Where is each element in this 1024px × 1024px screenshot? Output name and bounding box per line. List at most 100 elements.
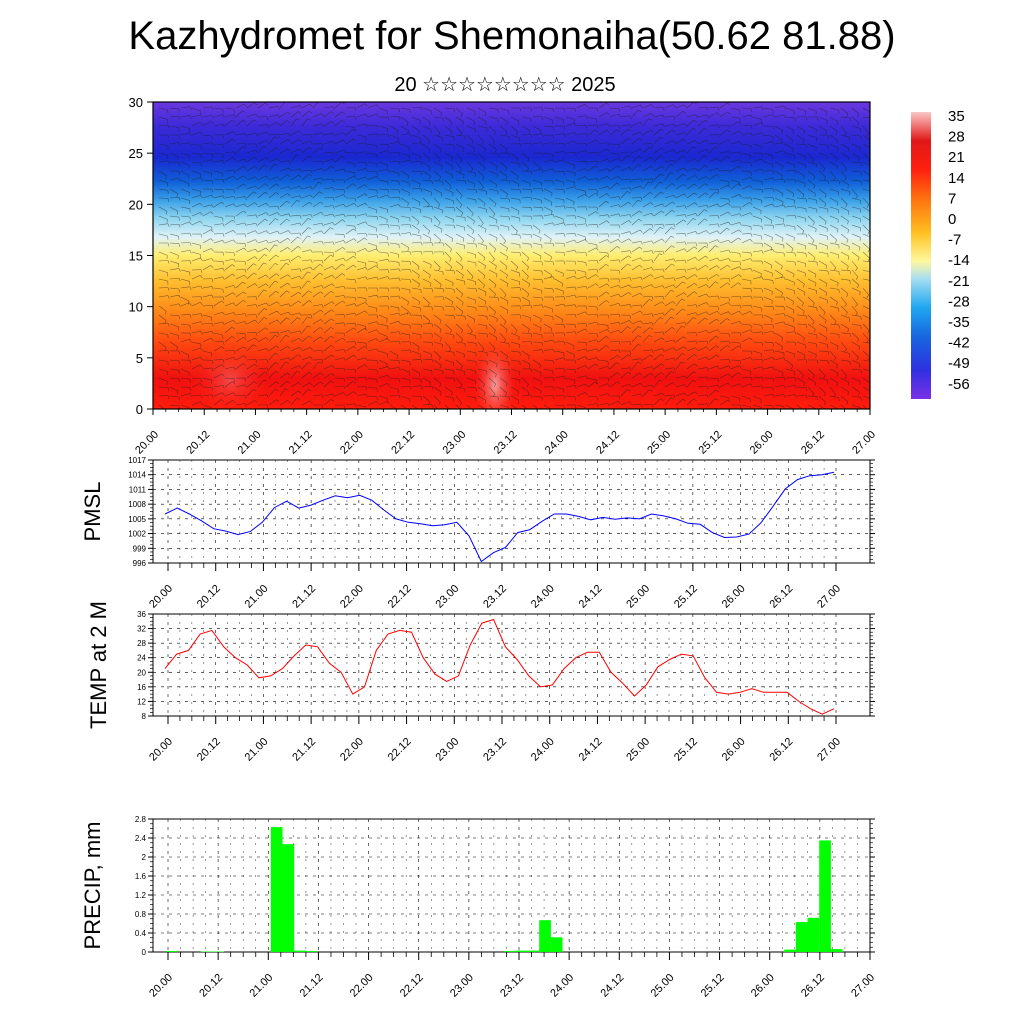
y-tick-label: 1.2 — [135, 891, 147, 900]
wind-barb-flag — [750, 132, 753, 137]
wind-barb-flag — [276, 301, 280, 305]
wind-barb-flag — [253, 389, 257, 392]
wind-barb — [191, 364, 201, 370]
wind-barb — [631, 393, 641, 397]
wind-barb — [290, 365, 300, 370]
wind-barb-flag — [299, 347, 302, 351]
wind-barb-flag — [428, 158, 431, 163]
wind-barb-flag — [365, 142, 368, 147]
wind-barb-flag — [473, 148, 476, 152]
wind-barb — [521, 269, 529, 277]
wind-barb — [598, 186, 608, 190]
wind-barb-flag — [671, 371, 675, 374]
wind-barb — [367, 368, 377, 371]
wind-barb — [466, 296, 476, 301]
wind-barb — [587, 165, 596, 172]
wind-barb-flag — [387, 169, 390, 173]
wind-barb — [268, 310, 278, 316]
wind-barb — [356, 302, 366, 307]
wind-barb-flag — [704, 165, 709, 168]
wind-barb-flag — [617, 129, 621, 132]
wind-barb-flag — [541, 153, 544, 157]
wind-barb-flag — [750, 325, 752, 329]
wind-barb-flag — [519, 235, 521, 239]
wind-barb — [180, 215, 190, 218]
wind-barb-flag — [420, 324, 423, 328]
wind-barb — [213, 267, 223, 271]
wind-barb-flag — [365, 176, 368, 180]
wind-barb — [829, 125, 838, 132]
wind-barb — [543, 107, 553, 109]
wind-barb-flag — [574, 186, 577, 190]
wind-barb — [763, 366, 773, 370]
wind-barb — [774, 321, 784, 325]
wind-barb — [356, 364, 365, 370]
wind-barb — [609, 107, 619, 109]
wind-barb — [851, 134, 861, 137]
wind-barb — [565, 152, 575, 154]
wind-barb-flag — [263, 254, 268, 257]
wind-barb-flag — [364, 184, 368, 188]
wind-barb-flag — [298, 338, 302, 342]
wind-barb-flag — [233, 151, 236, 156]
wind-barb — [719, 203, 729, 208]
wind-barb-flag — [418, 283, 420, 288]
wind-barb-flag — [276, 399, 280, 402]
wind-barb — [356, 213, 366, 217]
wind-barb-flag — [585, 342, 588, 346]
wind-barb — [356, 296, 366, 299]
wind-barb-flag — [847, 411, 848, 414]
wind-barb-flag — [274, 389, 279, 392]
wind-barb — [521, 404, 528, 409]
wind-barb — [422, 233, 432, 239]
wind-barb-flag — [200, 383, 203, 387]
wind-barb — [290, 168, 300, 172]
wind-barb-flag — [728, 297, 730, 302]
wind-barb-flag — [343, 357, 346, 361]
wind-barb — [708, 365, 718, 370]
wind-barb-flag — [563, 324, 565, 329]
wind-barb — [466, 386, 476, 389]
wind-barb — [499, 197, 509, 200]
wind-barb-flag — [310, 347, 313, 351]
wind-barb — [345, 255, 354, 262]
wind-barb — [169, 152, 179, 157]
wind-barb — [697, 356, 707, 361]
wind-barb — [642, 349, 652, 352]
wind-barb-flag — [397, 410, 398, 413]
wind-barb-flag — [739, 342, 741, 347]
wind-barb — [785, 269, 795, 275]
wind-barb — [554, 151, 564, 154]
wind-barb — [279, 111, 288, 118]
wind-barb — [642, 267, 652, 271]
wind-barb — [741, 107, 751, 109]
wind-barb — [807, 332, 817, 336]
wind-barb — [851, 179, 861, 182]
wind-barb — [235, 183, 244, 190]
wind-barb-flag — [352, 129, 356, 132]
wind-barb — [598, 214, 608, 217]
wind-barb — [422, 368, 432, 372]
wind-barb — [202, 114, 212, 118]
wind-barb — [400, 296, 409, 303]
wind-barb — [235, 166, 244, 172]
wind-barb — [719, 249, 729, 253]
wind-barb-flag — [827, 180, 829, 185]
wind-barb-flag — [662, 285, 665, 289]
wind-barb — [851, 305, 858, 314]
wind-barb-flag — [728, 239, 731, 244]
wind-barb-flag — [640, 358, 643, 363]
wind-barb — [664, 227, 672, 235]
wind-barb — [444, 242, 452, 250]
wind-barb-flag — [695, 140, 698, 144]
wind-barb-flag — [855, 304, 858, 308]
wind-barb — [345, 264, 354, 271]
wind-barb — [488, 161, 498, 167]
wind-barb-flag — [418, 410, 419, 413]
wind-barb-flag — [264, 218, 268, 222]
wind-barb — [697, 155, 705, 163]
wind-barb-flag — [772, 306, 774, 311]
colorbar-label: 28 — [948, 129, 965, 146]
wind-barb — [323, 132, 333, 136]
x-tick-label: 21.12 — [290, 736, 318, 764]
